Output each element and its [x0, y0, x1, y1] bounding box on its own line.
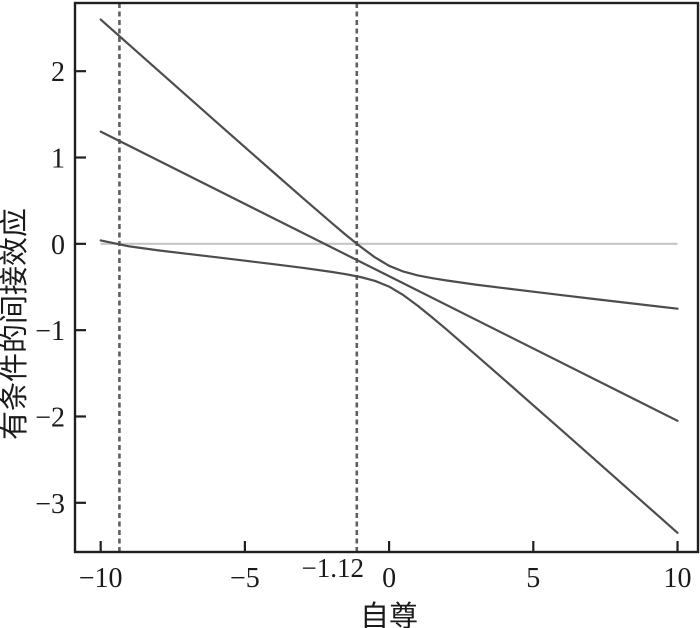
x-tick-label: −5: [230, 563, 260, 594]
jn-point-label: −1.12: [302, 553, 364, 583]
y-tick-label: 1: [51, 144, 65, 175]
x-tick-label: 5: [526, 563, 540, 594]
y-tick-label: −2: [35, 402, 65, 433]
x-tick-label: −10: [79, 563, 123, 594]
upper-confidence-bound-line: [99, 18, 679, 310]
series-layer: [99, 18, 679, 534]
lower-confidence-bound-line: [99, 239, 679, 534]
y-axis-title: 有条件的间接效应: [0, 208, 31, 440]
x-tick-label: 10: [664, 563, 692, 594]
plot-frame: [73, 1, 700, 554]
x-axis-title: 自尊: [360, 600, 418, 628]
reference-lines-layer: [100, 3, 678, 552]
y-tick-label: −3: [35, 489, 65, 520]
point-estimate-line: [99, 130, 679, 422]
y-tick-label: −1: [35, 316, 65, 347]
axes-layer: [73, 1, 700, 554]
y-tick-label: 0: [51, 230, 65, 261]
x-tick-label: 0: [382, 563, 396, 594]
y-tick-label: 2: [51, 57, 65, 88]
